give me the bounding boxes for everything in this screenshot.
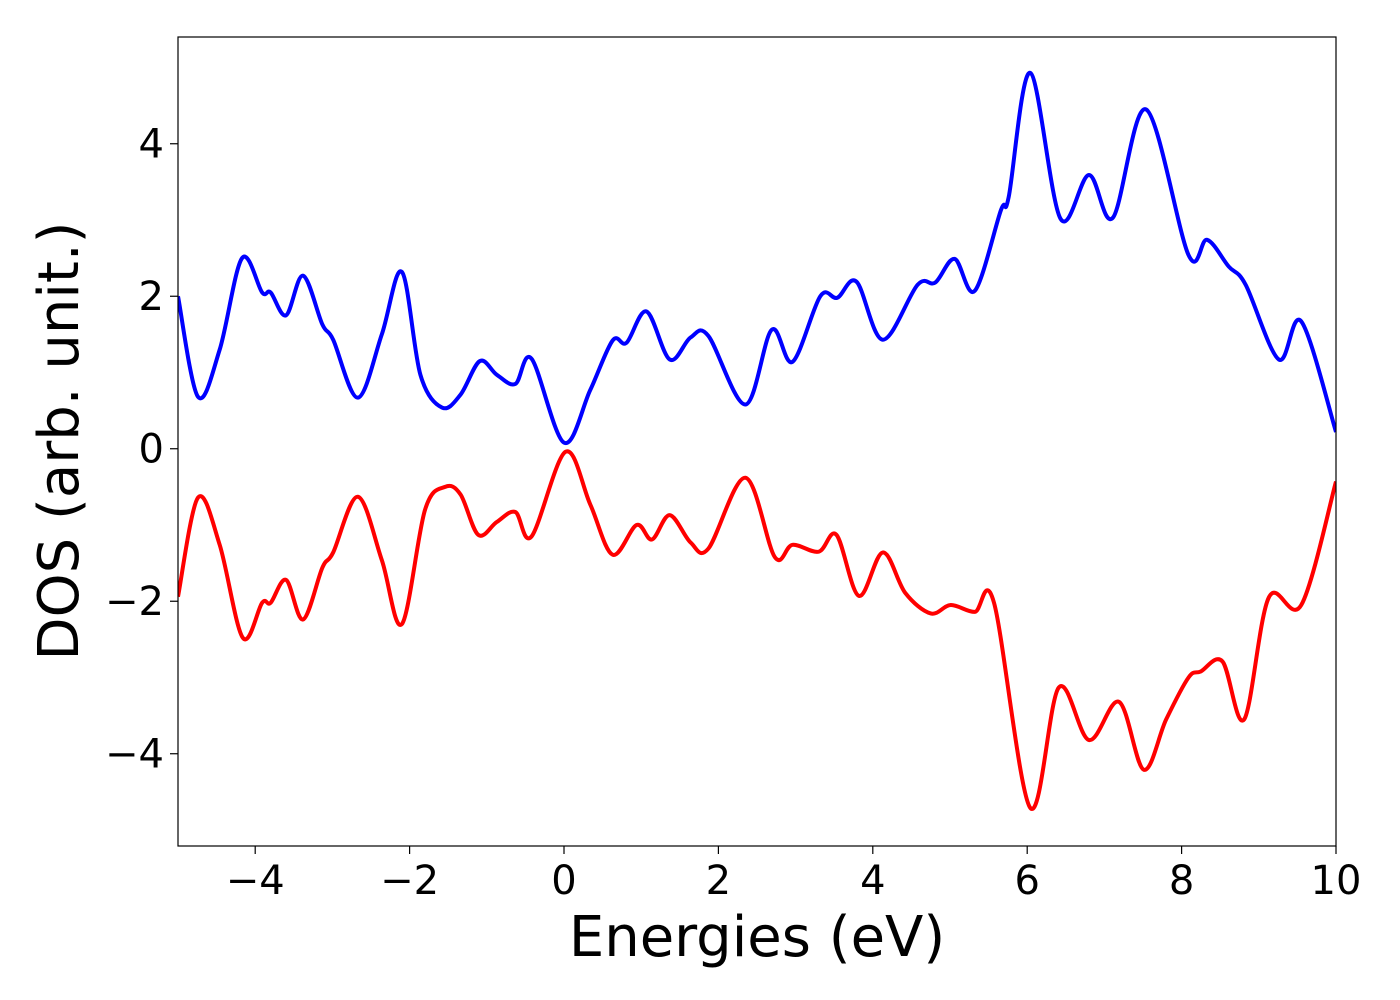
- y-tick-label: −4: [105, 732, 164, 778]
- x-tick-label: −4: [226, 858, 285, 904]
- y-tick-label: 4: [139, 122, 164, 168]
- x-tick-label: 10: [1311, 858, 1362, 904]
- x-tick-label: −2: [380, 858, 439, 904]
- plot-lines: [178, 70, 1336, 811]
- x-tick-label: 0: [551, 858, 576, 904]
- y-tick-label: −2: [105, 579, 164, 625]
- x-tick-label: 6: [1014, 858, 1039, 904]
- x-tick-label: 2: [706, 858, 731, 904]
- x-tick-label: 4: [860, 858, 885, 904]
- x-tick-label: 8: [1169, 858, 1194, 904]
- plot-frame: [177, 36, 1337, 847]
- y-tick-label: 0: [139, 427, 164, 473]
- y-axis-label: DOS (arb. unit.): [27, 221, 92, 660]
- y-tick-label: 2: [139, 274, 164, 320]
- series-line: [178, 70, 1336, 445]
- series-line: [178, 449, 1336, 811]
- x-axis-label: Energies (eV): [569, 905, 945, 970]
